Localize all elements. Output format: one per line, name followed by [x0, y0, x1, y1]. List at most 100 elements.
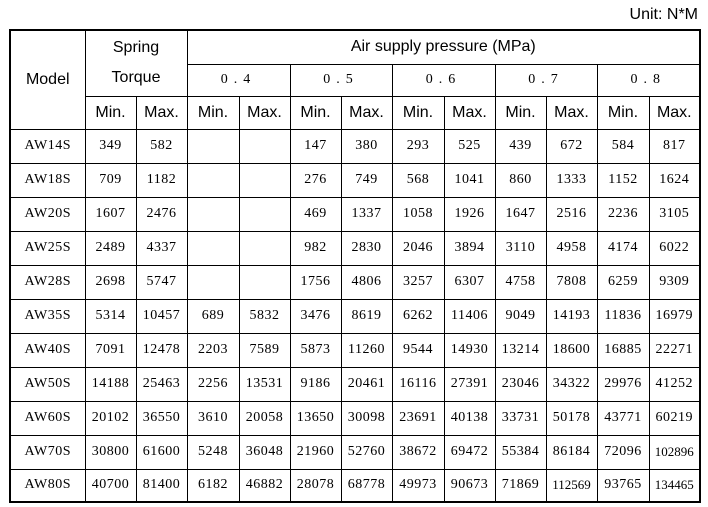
- value-cell: 3610: [186, 400, 240, 436]
- value-cell: 11406: [443, 298, 496, 334]
- pressure-header: 0.8: [596, 63, 701, 97]
- value-cell: 25463: [135, 366, 188, 402]
- value-cell: 1607: [84, 196, 137, 232]
- value-cell: 439: [494, 128, 547, 164]
- value-cell: 568: [391, 162, 445, 198]
- value-cell: 20461: [340, 366, 393, 402]
- value-cell: 1041: [443, 162, 496, 198]
- model-cell: AW18S: [9, 162, 86, 198]
- value-cell: 1647: [494, 196, 547, 232]
- value-cell: 112569: [545, 468, 598, 503]
- value-cell: 1756: [289, 264, 342, 300]
- value-cell: 61600: [135, 434, 188, 470]
- value-cell: 689: [186, 298, 240, 334]
- max-header: Max.: [135, 95, 188, 130]
- value-cell: 10457: [135, 298, 188, 334]
- value-cell: 817: [648, 128, 701, 164]
- value-cell: 982: [289, 230, 342, 266]
- value-cell: [238, 162, 291, 198]
- value-cell: [238, 196, 291, 232]
- value-cell: 72096: [596, 434, 650, 470]
- max-header: Max.: [443, 95, 496, 130]
- model-cell: AW50S: [9, 366, 86, 402]
- value-cell: 16885: [596, 332, 650, 368]
- value-cell: 33731: [494, 400, 547, 436]
- value-cell: 40138: [443, 400, 496, 436]
- model-header: Model: [9, 29, 86, 130]
- torque-spec-table: Model Spring Torque Air supply pressure …: [9, 29, 702, 503]
- model-cell: AW35S: [9, 298, 86, 334]
- value-cell: 672: [545, 128, 598, 164]
- max-header: Max.: [648, 95, 701, 130]
- table-row: AW25S 2489 4337 982 2830 2046 3894 3110 4958 4174…: [9, 230, 701, 266]
- value-cell: [186, 196, 240, 232]
- value-cell: 7589: [238, 332, 291, 368]
- value-cell: 36048: [238, 434, 291, 470]
- value-cell: 1152: [596, 162, 650, 198]
- value-cell: 6259: [596, 264, 650, 300]
- value-cell: 38672: [391, 434, 445, 470]
- value-cell: 13214: [494, 332, 547, 368]
- min-header: Min.: [494, 95, 547, 130]
- table-row: AW80S 40700 81400 6182 46882 28078 68778 49973 9…: [9, 468, 701, 503]
- value-cell: 13650: [289, 400, 342, 436]
- value-cell: 2256: [186, 366, 240, 402]
- value-cell: 349: [84, 128, 137, 164]
- value-cell: 49973: [391, 468, 445, 503]
- min-header: Min.: [84, 95, 137, 130]
- value-cell: 11260: [340, 332, 393, 368]
- value-cell: 749: [340, 162, 393, 198]
- table-row: AW40S 7091 12478 2203 7589 5873 11260 9544 14930…: [9, 332, 701, 368]
- value-cell: 20058: [238, 400, 291, 436]
- value-cell: 6307: [443, 264, 496, 300]
- value-cell: 6182: [186, 468, 240, 503]
- value-cell: 9544: [391, 332, 445, 368]
- value-cell: 147: [289, 128, 342, 164]
- value-cell: 50178: [545, 400, 598, 436]
- value-cell: 860: [494, 162, 547, 198]
- value-cell: 71869: [494, 468, 547, 503]
- value-cell: 16116: [391, 366, 445, 402]
- value-cell: 40700: [84, 468, 137, 503]
- table-row: AW20S 1607 2476 469 1337 1058 1926 1647 2516 2236…: [9, 196, 701, 232]
- model-cell: AW40S: [9, 332, 86, 368]
- model-cell: AW70S: [9, 434, 86, 470]
- table-row: AW18S 709 1182 276 749 568 1041 860 1333 1152 1624: [9, 162, 701, 198]
- value-cell: 86184: [545, 434, 598, 470]
- value-cell: 29976: [596, 366, 650, 402]
- value-cell: 8619: [340, 298, 393, 334]
- table-row: AW70S 30800 61600 5248 36048 21960 52760 38672 6…: [9, 434, 701, 470]
- model-cell: AW14S: [9, 128, 86, 164]
- value-cell: 46882: [238, 468, 291, 503]
- value-cell: 7091: [84, 332, 137, 368]
- min-header: Min.: [391, 95, 445, 130]
- value-cell: [186, 128, 240, 164]
- value-cell: 12478: [135, 332, 188, 368]
- spring-torque-header: Spring Torque: [84, 29, 188, 97]
- model-cell: AW20S: [9, 196, 86, 232]
- value-cell: 11836: [596, 298, 650, 334]
- value-cell: 16979: [648, 298, 701, 334]
- value-cell: 6022: [648, 230, 701, 266]
- value-cell: 22271: [648, 332, 701, 368]
- value-cell: 3257: [391, 264, 445, 300]
- value-cell: 4958: [545, 230, 598, 266]
- max-header: Max.: [340, 95, 393, 130]
- value-cell: 20102: [84, 400, 137, 436]
- value-cell: 30800: [84, 434, 137, 470]
- value-cell: 5832: [238, 298, 291, 334]
- value-cell: 2046: [391, 230, 445, 266]
- value-cell: 709: [84, 162, 137, 198]
- min-header: Min.: [596, 95, 650, 130]
- value-cell: 1182: [135, 162, 188, 198]
- value-cell: 2476: [135, 196, 188, 232]
- value-cell: 90673: [443, 468, 496, 503]
- value-cell: 2830: [340, 230, 393, 266]
- air-supply-header: Air supply pressure (MPa): [186, 29, 701, 65]
- value-cell: 3110: [494, 230, 547, 266]
- unit-label: Unit: N*M: [629, 6, 698, 23]
- value-cell: 1058: [391, 196, 445, 232]
- value-cell: [186, 264, 240, 300]
- min-header: Min.: [289, 95, 342, 130]
- table-row: AW14S 349 582 147 380 293 525 439 672 584 817: [9, 128, 701, 164]
